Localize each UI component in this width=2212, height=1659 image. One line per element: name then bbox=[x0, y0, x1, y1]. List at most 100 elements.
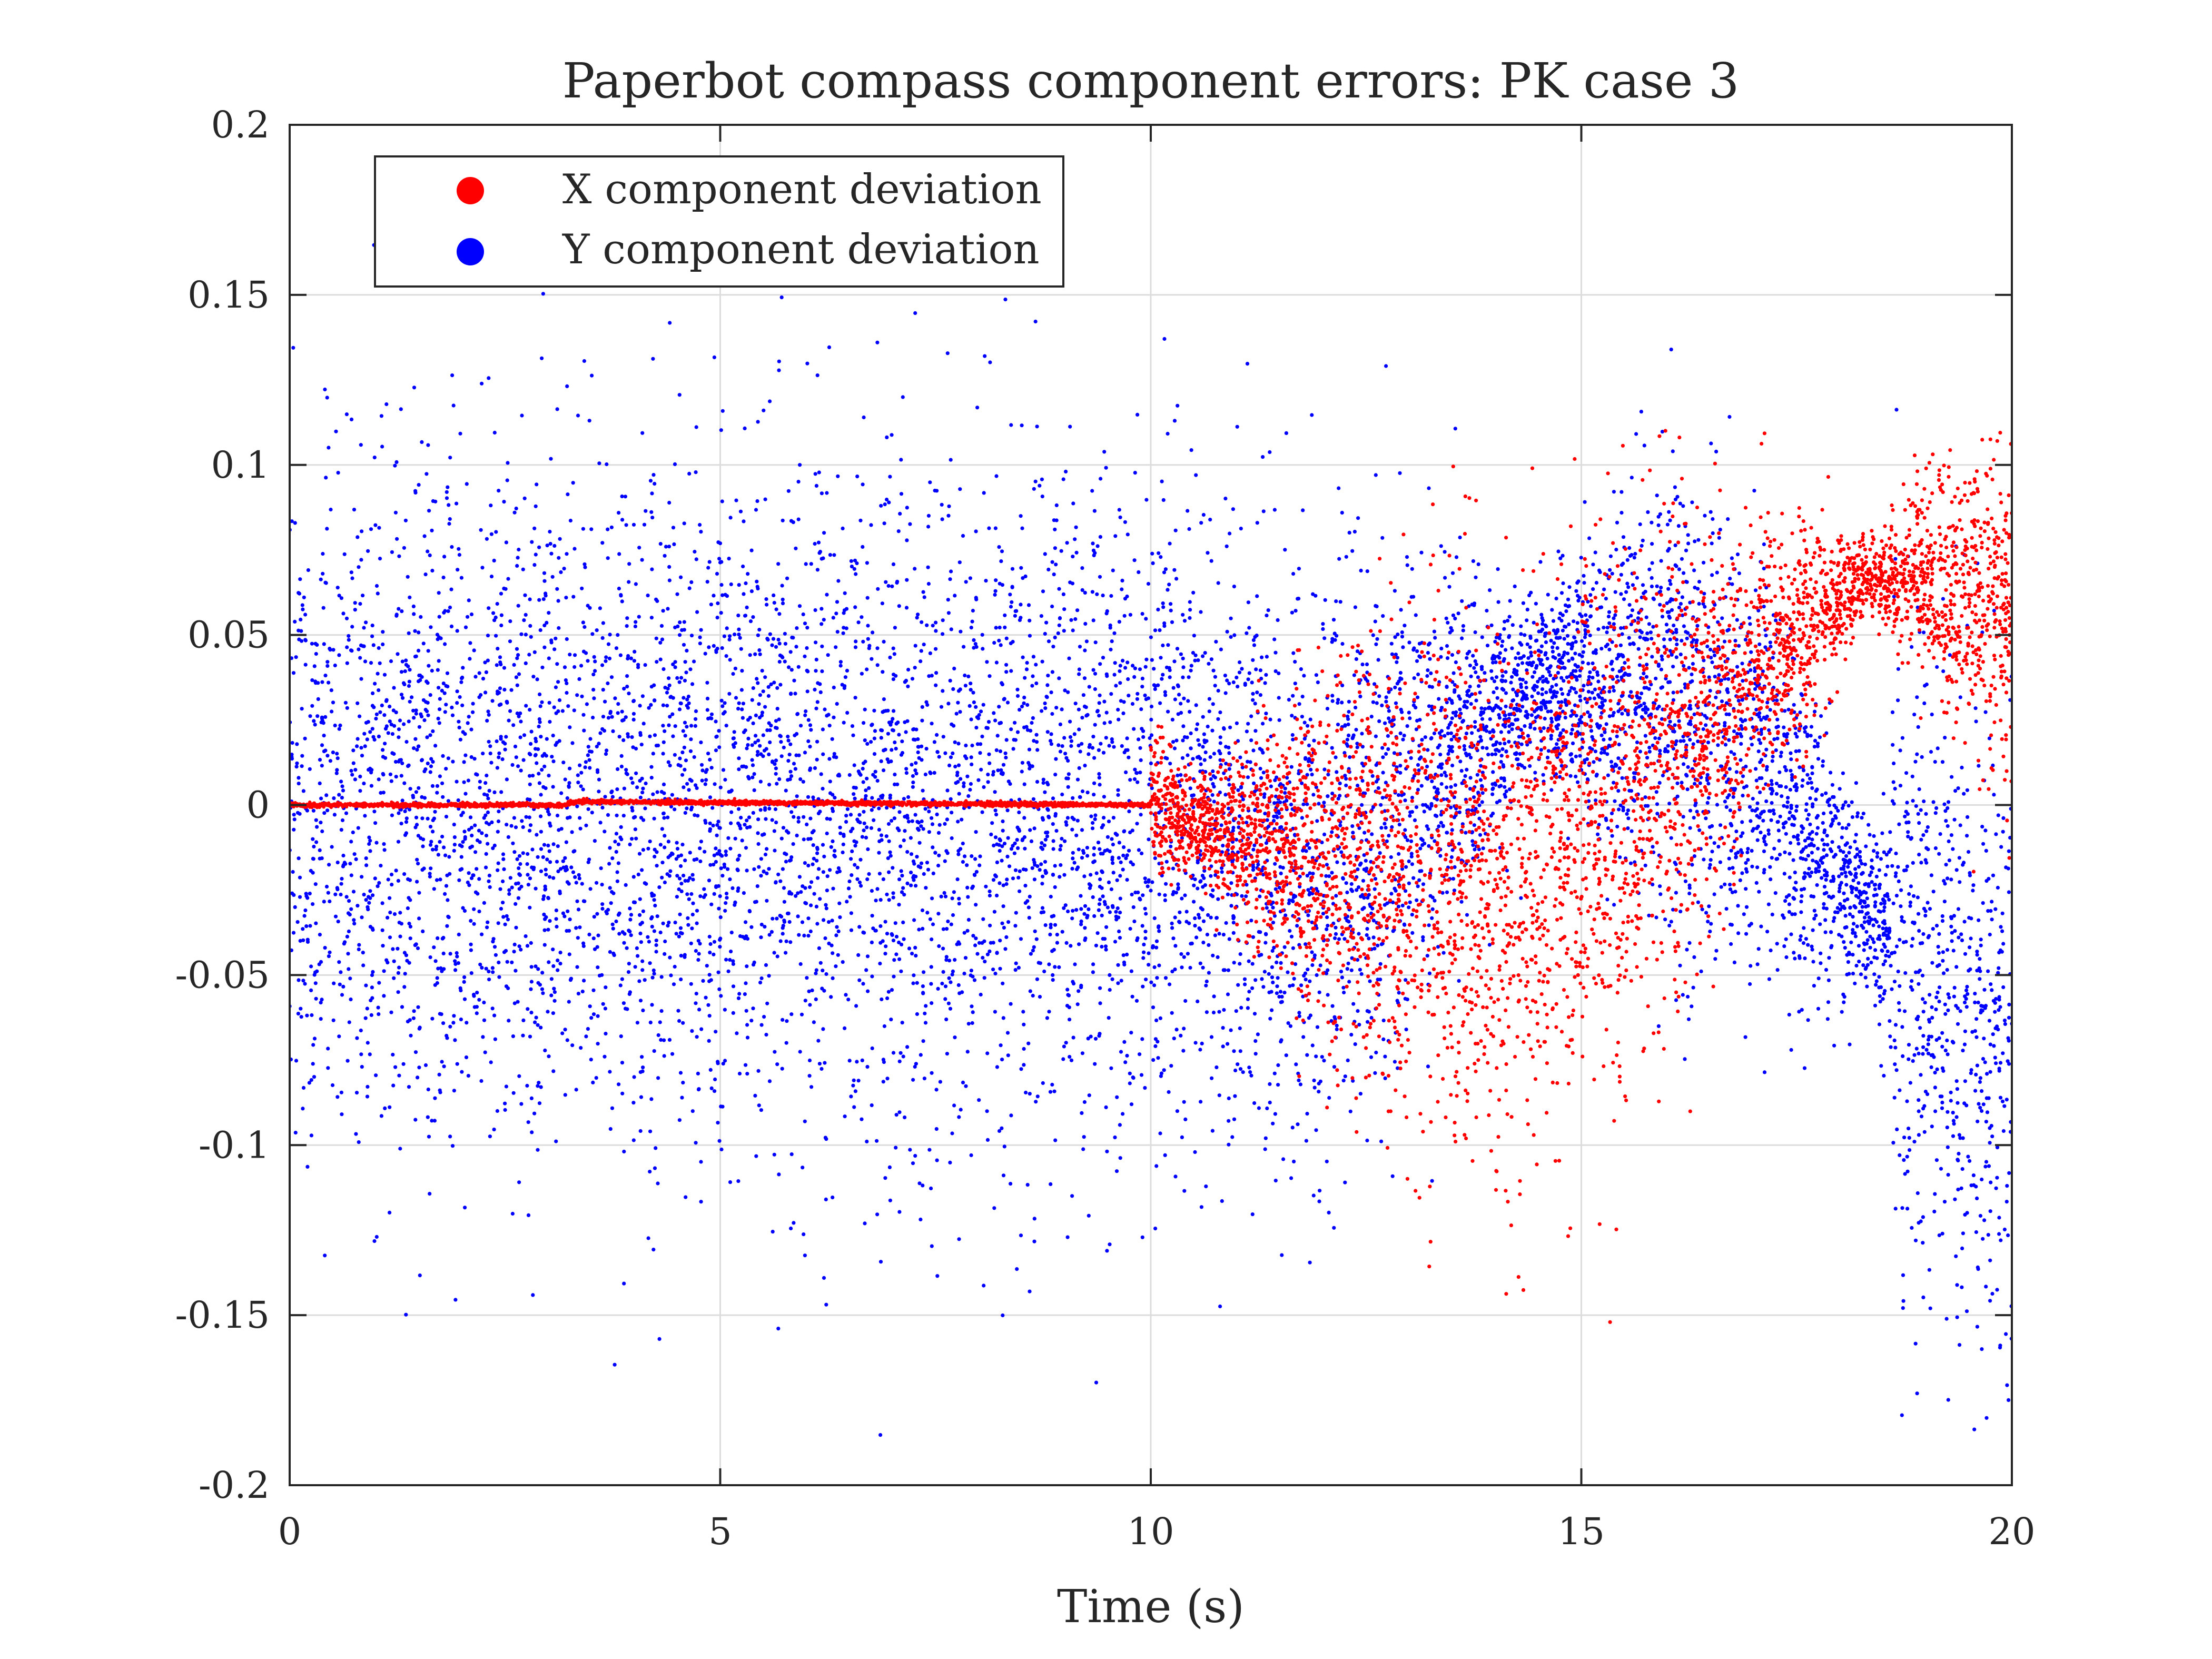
y-point bbox=[1631, 583, 1635, 587]
y-point bbox=[1325, 915, 1329, 920]
y-point bbox=[625, 674, 629, 678]
y-point bbox=[1496, 567, 1500, 571]
y-point bbox=[1118, 936, 1122, 940]
y-point bbox=[1692, 568, 1696, 572]
y-point bbox=[1861, 963, 1865, 967]
y-point bbox=[993, 808, 998, 813]
y-point bbox=[1208, 755, 1212, 759]
y-point bbox=[1754, 778, 1759, 783]
y-point bbox=[1079, 983, 1083, 987]
y-point bbox=[1327, 1095, 1331, 1100]
y-point bbox=[1153, 687, 1157, 692]
y-point bbox=[1191, 650, 1195, 655]
y-point bbox=[1252, 1012, 1257, 1016]
y-point bbox=[1325, 1159, 1329, 1163]
y-point bbox=[1105, 905, 1110, 910]
y-point bbox=[600, 663, 605, 667]
y-point bbox=[1087, 1093, 1091, 1098]
y-point bbox=[703, 850, 707, 854]
y-point bbox=[808, 816, 813, 821]
y-point bbox=[807, 989, 811, 993]
y-point bbox=[1043, 552, 1047, 556]
y-point bbox=[1399, 608, 1403, 612]
y-point bbox=[426, 762, 430, 766]
y-point bbox=[991, 878, 996, 882]
y-point bbox=[536, 1023, 540, 1027]
y-point bbox=[640, 1055, 644, 1059]
y-point bbox=[1154, 1018, 1159, 1022]
y-point bbox=[374, 1073, 378, 1078]
y-point bbox=[1322, 832, 1327, 836]
y-point bbox=[309, 988, 313, 992]
y-point bbox=[953, 740, 957, 744]
y-point bbox=[293, 521, 297, 525]
y-point bbox=[1480, 635, 1484, 639]
y-point bbox=[973, 857, 977, 861]
y-point bbox=[668, 695, 673, 699]
y-point bbox=[798, 962, 803, 966]
y-point bbox=[876, 587, 880, 591]
y-point bbox=[1621, 535, 1626, 539]
y-point bbox=[864, 835, 868, 840]
y-point bbox=[1612, 710, 1616, 715]
y-point bbox=[368, 849, 372, 853]
y-point bbox=[1830, 944, 1834, 948]
y-point bbox=[472, 648, 476, 653]
y-point bbox=[1864, 844, 1868, 848]
y-point bbox=[739, 688, 744, 692]
y-point bbox=[1040, 659, 1044, 664]
y-point bbox=[1116, 981, 1120, 985]
y-point bbox=[1946, 1052, 1950, 1056]
y-point bbox=[1572, 619, 1576, 624]
y-point bbox=[1083, 621, 1088, 626]
y-point bbox=[848, 895, 852, 899]
y-point bbox=[1968, 945, 1972, 950]
y-point bbox=[430, 668, 434, 673]
y-point bbox=[1604, 597, 1608, 601]
y-point bbox=[661, 667, 666, 671]
y-point bbox=[1682, 664, 1686, 668]
y-point bbox=[546, 927, 550, 932]
y-point bbox=[1117, 929, 1121, 934]
y-point bbox=[1318, 963, 1322, 967]
y-point bbox=[640, 968, 645, 972]
y-point bbox=[961, 842, 965, 846]
y-point bbox=[1767, 977, 1771, 981]
y-point bbox=[328, 899, 332, 904]
y-point bbox=[1340, 683, 1345, 687]
y-point bbox=[1013, 924, 1018, 928]
y-point bbox=[841, 526, 845, 531]
y-point bbox=[1837, 933, 1841, 937]
y-point bbox=[1335, 770, 1339, 774]
y-point bbox=[1022, 782, 1026, 786]
y-point bbox=[1152, 965, 1157, 970]
y-point bbox=[714, 1030, 718, 1034]
y-point bbox=[446, 756, 451, 761]
y-point bbox=[743, 426, 747, 431]
y-point bbox=[682, 521, 686, 526]
y-point bbox=[824, 906, 828, 911]
y-point bbox=[675, 841, 679, 845]
y-point bbox=[857, 880, 862, 885]
y-point bbox=[1578, 754, 1582, 758]
y-point bbox=[686, 916, 690, 920]
y-point bbox=[2001, 829, 2005, 834]
y-point bbox=[319, 960, 323, 964]
y-point bbox=[2005, 1184, 2009, 1188]
y-point bbox=[1965, 984, 1969, 989]
y-point bbox=[1159, 555, 1163, 559]
y-point bbox=[383, 742, 387, 746]
y-point bbox=[1681, 734, 1685, 739]
y-point bbox=[866, 847, 870, 852]
y-point bbox=[515, 656, 519, 660]
y-point bbox=[1515, 757, 1519, 762]
y-point bbox=[1097, 701, 1101, 705]
y-point bbox=[916, 750, 920, 755]
y-point bbox=[508, 639, 512, 644]
y-point bbox=[552, 647, 557, 651]
y-point bbox=[1732, 788, 1737, 792]
y-point bbox=[1472, 666, 1476, 670]
y-point bbox=[977, 713, 981, 717]
y-point bbox=[995, 860, 999, 864]
y-point bbox=[949, 458, 953, 462]
